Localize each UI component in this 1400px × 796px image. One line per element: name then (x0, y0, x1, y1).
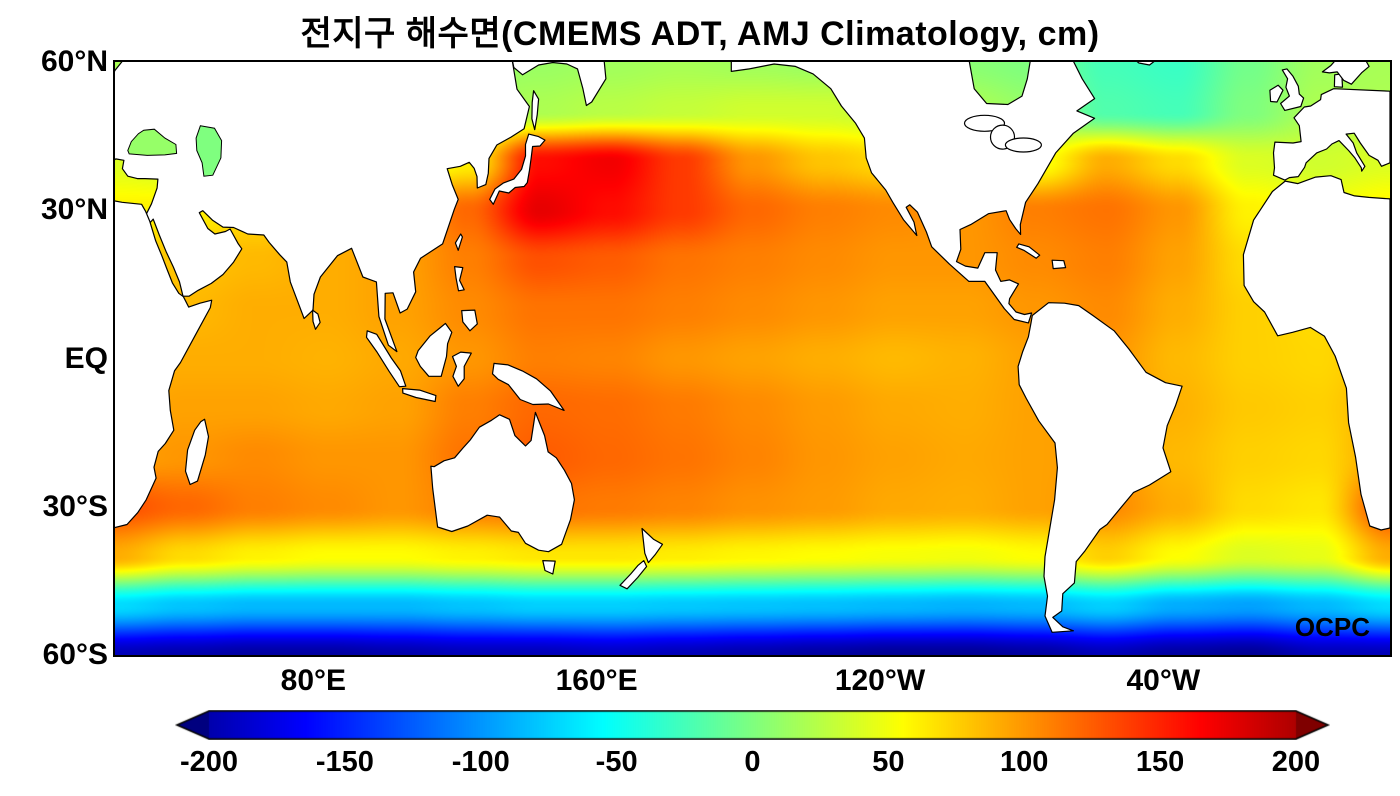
coastline-svg (115, 62, 1390, 633)
y-tick-label: 30°N (40, 193, 108, 227)
colorbar-tick-label: 200 (1271, 746, 1321, 778)
ocpc-watermark: OCPC (1294, 612, 1370, 642)
colorbar-tick-label: -150 (315, 746, 374, 778)
map-plot-area: OCPC (113, 60, 1392, 657)
colorbar-tick-label: 0 (744, 746, 761, 778)
colorbar-tick-label: 150 (1135, 746, 1185, 778)
colorbar: -200 -150 -100 -50 0 50 100 150 200 (175, 710, 1330, 778)
x-tick-label: 40°W (1126, 664, 1201, 697)
colorbar-tick-label: 50 (872, 746, 905, 778)
y-tick-label: 30°S (42, 489, 108, 523)
x-tick-label: 80°E (280, 664, 347, 697)
chart-title: 전지구 해수면(CMEMS ADT, AMJ Climatology, cm) (300, 15, 1100, 53)
y-tick-label: EQ (64, 341, 108, 375)
y-tick-label: 60°S (42, 638, 108, 671)
colorbar-tick-label: -100 (451, 746, 510, 778)
colorbar-tick-label: 100 (1000, 746, 1049, 778)
x-tick-label: 120°W (834, 664, 926, 697)
x-tick-label: 160°E (555, 664, 638, 697)
colorbar-tick-label: -50 (595, 746, 638, 778)
y-tick-label: 60°N (40, 45, 108, 78)
colorbar-tick-label: -200 (179, 746, 239, 778)
colorbar-canvas (175, 710, 1330, 740)
